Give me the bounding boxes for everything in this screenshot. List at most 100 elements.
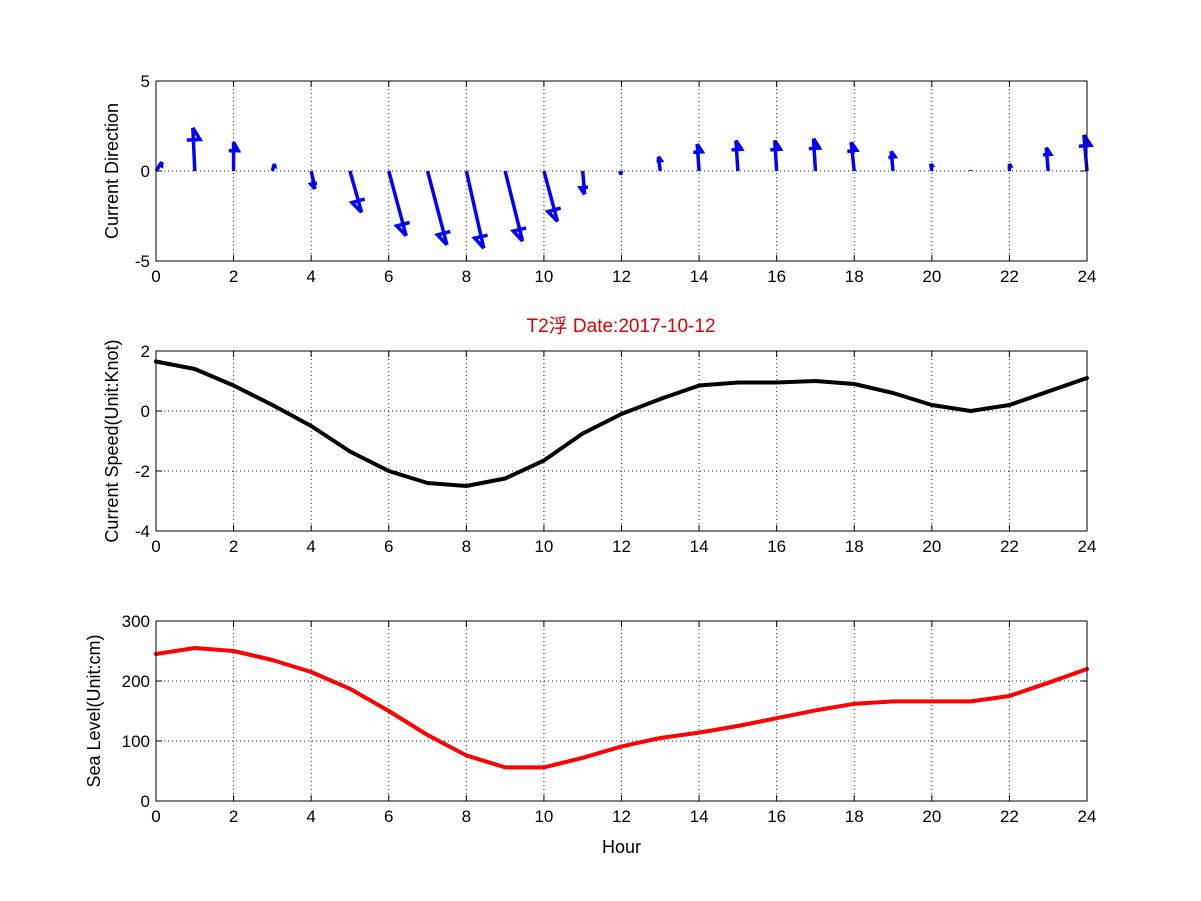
current-arrow <box>464 170 488 250</box>
current-arrow <box>618 170 624 176</box>
y-tick-label: 0 <box>141 162 150 181</box>
arrow-head <box>1007 162 1014 168</box>
arrow-head <box>656 155 665 163</box>
current-arrow <box>348 170 366 214</box>
arrow-head <box>1078 134 1094 149</box>
y-axis-label: Current Direction <box>102 103 122 239</box>
x-tick-label: 24 <box>1078 537 1097 556</box>
arrow-head <box>847 141 860 154</box>
x-tick-label: 4 <box>306 537 315 556</box>
current-arrow <box>656 155 665 172</box>
arrow-head <box>434 229 451 247</box>
arrow-shaft <box>695 143 701 172</box>
current-arrow <box>1078 134 1094 172</box>
current-arrow <box>542 170 562 223</box>
arrow-head <box>307 181 318 191</box>
x-tick-label: 0 <box>151 807 160 826</box>
arrow-head <box>808 137 823 151</box>
arrow-head <box>770 139 784 152</box>
y-tick-label: 5 <box>141 72 150 91</box>
arrow-head <box>1042 146 1054 157</box>
arrow-shaft <box>811 138 818 172</box>
y-tick-label: 100 <box>122 732 150 751</box>
y-tick-label: 0 <box>141 792 150 811</box>
arrow-head <box>157 161 164 169</box>
y-tick-label: 0 <box>141 402 150 421</box>
current-arrow <box>847 141 860 172</box>
arrow-shaft <box>734 140 740 172</box>
current-arrow <box>808 137 823 172</box>
x-tick-label: 2 <box>229 267 238 286</box>
x-axis-label: Hour <box>602 837 641 857</box>
x-tick-label: 8 <box>462 807 471 826</box>
current-arrow <box>425 170 451 247</box>
x-tick-label: 4 <box>306 267 315 286</box>
current-arrow <box>1007 162 1014 171</box>
x-tick-label: 2 <box>229 807 238 826</box>
x-tick-label: 14 <box>690 807 709 826</box>
arrow-head <box>471 233 488 250</box>
arrow-head <box>228 141 242 153</box>
x-tick-label: 4 <box>306 807 315 826</box>
x-tick-label: 0 <box>151 267 160 286</box>
arrow-head <box>929 162 936 168</box>
x-tick-label: 16 <box>767 807 786 826</box>
arrow-shaft <box>1082 134 1089 172</box>
x-tick-label: 20 <box>922 267 941 286</box>
current-arrow <box>888 150 899 172</box>
x-tick-label: 0 <box>151 537 160 556</box>
arrow-head <box>509 226 527 243</box>
x-tick-label: 18 <box>845 267 864 286</box>
x-tick-label: 6 <box>384 537 393 556</box>
y-axis-label: Current Speed(Unit:Knot) <box>102 339 122 542</box>
x-tick-label: 12 <box>612 807 631 826</box>
x-tick-label: 10 <box>534 807 553 826</box>
x-tick-label: 20 <box>922 537 941 556</box>
current-arrow <box>770 139 784 172</box>
current-arrow <box>1042 146 1054 172</box>
x-tick-label: 24 <box>1078 267 1097 286</box>
arrow-head <box>618 171 623 176</box>
arrow-shaft <box>1044 147 1050 172</box>
arrow-head <box>186 126 204 142</box>
y-tick-label: -2 <box>135 462 150 481</box>
current-arrow <box>693 143 706 172</box>
x-tick-label: 18 <box>845 537 864 556</box>
current-arrow <box>928 162 936 172</box>
arrow-shaft <box>542 170 560 222</box>
arrow-head <box>393 220 410 238</box>
current-arrow <box>307 170 318 191</box>
current-arrow <box>503 170 527 243</box>
x-tick-label: 10 <box>534 267 553 286</box>
x-tick-label: 16 <box>767 267 786 286</box>
arrow-head <box>577 185 589 196</box>
arrow-shaft <box>191 127 197 172</box>
arrow-head <box>693 143 706 155</box>
arrow-head <box>348 197 366 214</box>
arrow-shaft <box>348 170 364 213</box>
y-tick-label: 300 <box>122 612 150 631</box>
x-tick-label: 18 <box>845 807 864 826</box>
current-arrow <box>387 170 410 238</box>
x-tick-label: 10 <box>534 537 553 556</box>
current-arrow <box>270 163 278 172</box>
x-tick-label: 24 <box>1078 807 1097 826</box>
x-tick-label: 14 <box>690 267 709 286</box>
current-arrow <box>577 170 589 196</box>
x-tick-label: 8 <box>462 537 471 556</box>
arrow-head <box>272 163 278 169</box>
y-tick-label: -4 <box>135 522 150 541</box>
current-arrow <box>731 139 745 172</box>
x-tick-label: 2 <box>229 537 238 556</box>
arrow-head <box>888 150 899 160</box>
y-tick-label: -5 <box>135 252 150 271</box>
current-arrow <box>228 141 242 171</box>
x-tick-label: 20 <box>922 807 941 826</box>
x-tick-label: 14 <box>690 537 709 556</box>
x-tick-label: 22 <box>1000 807 1019 826</box>
arrow-shaft <box>580 170 587 195</box>
